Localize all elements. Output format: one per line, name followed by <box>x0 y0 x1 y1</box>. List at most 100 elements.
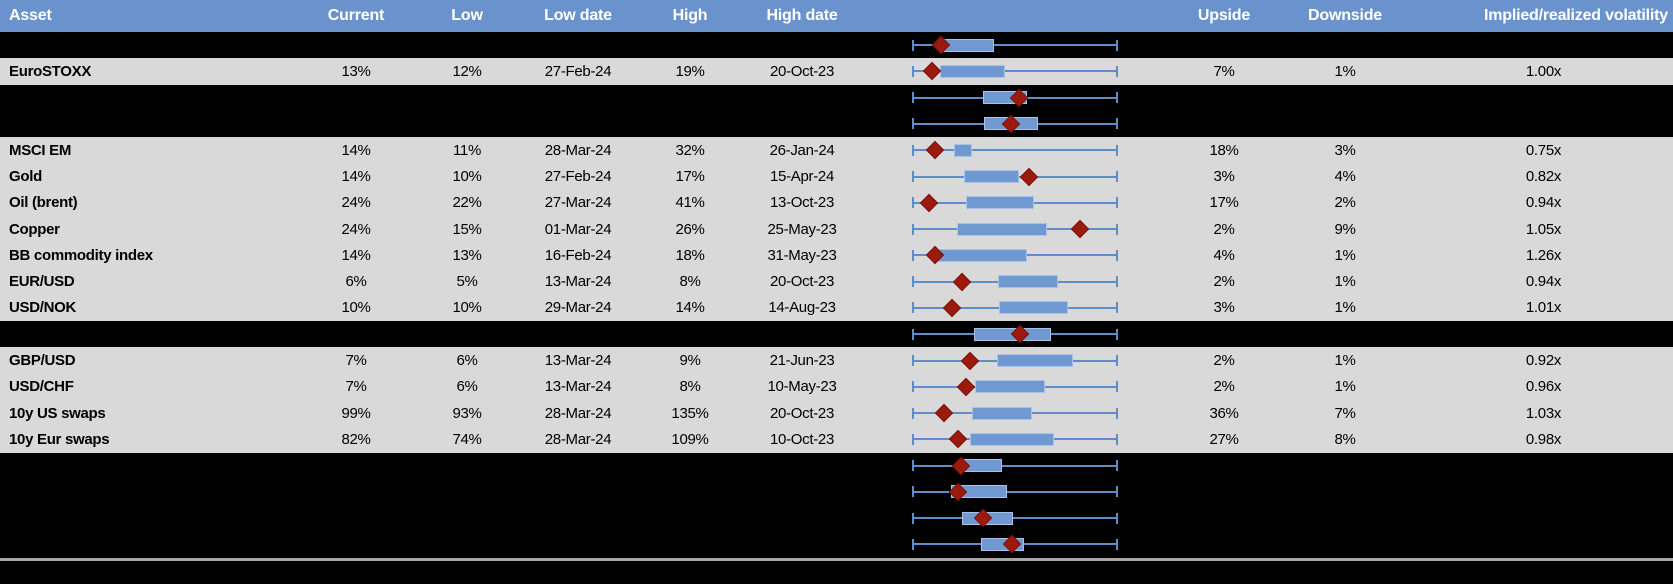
low-date-cell: 28-Mar-24 <box>544 141 612 159</box>
whisker-cap-left <box>912 486 914 498</box>
whisker-cap-left <box>912 223 914 235</box>
high-date-cell: 20-Oct-23 <box>770 62 834 80</box>
downside-cell: 1% <box>1334 246 1356 264</box>
whisker-cap-right <box>1116 249 1118 261</box>
divider-row <box>0 557 1673 584</box>
low-cell: 15% <box>452 220 482 238</box>
asset-name-cell: EUR/USD <box>9 273 75 291</box>
range-chart-cell <box>858 400 1172 426</box>
upside-cell: 27% <box>1209 430 1239 448</box>
asset-name-cell: 10y US swaps <box>9 404 106 422</box>
whisker-cap-right <box>1116 223 1118 235</box>
table-row: USD/CHF 7% 6% 13-Mar-24 8% 10-May-23 2% 1% 0.96x <box>0 373 1673 400</box>
column-header-low-date: Low date <box>544 7 612 24</box>
whisker-cap-left <box>912 512 914 524</box>
low-date-cell: 28-Mar-24 <box>544 430 612 448</box>
whisker-cap-left <box>912 407 914 419</box>
implied-realized-volatility-cell: 1.03x <box>1525 404 1562 422</box>
range-chart-cell <box>858 190 1172 216</box>
current-value-diamond-marker <box>960 351 980 370</box>
boxplot-track <box>912 374 1118 400</box>
asset-name-cell: USD/CHF <box>9 378 74 396</box>
downside-cell: 9% <box>1334 220 1356 238</box>
boxplot-track <box>912 190 1118 216</box>
current-cell: 82% <box>341 430 371 448</box>
whisker-cap-left <box>912 144 914 156</box>
downside-cell: 1% <box>1334 299 1356 317</box>
whisker-cap-left <box>912 249 914 261</box>
whisker-cap-right <box>1116 65 1118 77</box>
table-body: EuroSTOXX 13% 12% 27-Feb-24 19% 20-Oct-23 7% 1%… <box>0 32 1673 584</box>
whisker-cap-left <box>912 65 914 77</box>
current-value-diamond-marker <box>952 272 972 291</box>
table-row: Oil (brent) 24% 22% 27-Mar-24 41% 13-Oct-23 17… <box>0 189 1673 216</box>
whisker-cap-right <box>1116 276 1118 288</box>
low-date-cell: 27-Feb-24 <box>544 62 612 80</box>
whisker-cap-right <box>1116 171 1118 183</box>
implied-realized-volatility-cell: 0.98x <box>1525 430 1562 448</box>
implied-realized-volatility-cell: 0.96x <box>1525 378 1562 396</box>
table-row: Gold 14% 10% 27-Feb-24 17% 15-Apr-24 3% 4% 0.82x <box>0 163 1673 190</box>
upside-cell: 36% <box>1209 404 1239 422</box>
low-cell: 10% <box>452 168 482 186</box>
asset-name-cell: MSCI EM <box>9 141 72 159</box>
whisker-cap-right <box>1116 328 1118 340</box>
range-box <box>963 170 1020 184</box>
asset-name-cell: EuroSTOXX <box>9 62 92 80</box>
high-date-cell: 14-Aug-23 <box>768 299 836 317</box>
range-chart-cell <box>858 453 1172 479</box>
boxplot-track <box>912 479 1118 505</box>
range-box <box>954 143 973 157</box>
implied-realized-volatility-cell: 0.75x <box>1525 141 1562 159</box>
low-cell: 6% <box>456 352 478 370</box>
asset-name-cell: BB commodity index <box>9 246 153 264</box>
downside-cell: 7% <box>1334 404 1356 422</box>
high-cell: 41% <box>675 194 705 212</box>
downside-cell: 1% <box>1334 62 1356 80</box>
implied-realized-volatility-cell: 1.05x <box>1525 220 1562 238</box>
downside-cell: 1% <box>1334 352 1356 370</box>
filler-row <box>0 32 1673 59</box>
implied-realized-volatility-cell: 0.82x <box>1525 168 1562 186</box>
high-cell: 32% <box>675 141 705 159</box>
current-value-diamond-marker <box>919 193 939 213</box>
range-chart-cell <box>858 216 1172 242</box>
current-cell: 24% <box>341 194 371 212</box>
whisker-line <box>912 517 1118 520</box>
whisker-line <box>912 149 1118 152</box>
boxplot-track <box>912 531 1118 557</box>
table-row: 10y US swaps 99% 93% 28-Mar-24 135% 20-Oct-23… <box>0 399 1673 427</box>
current-cell: 99% <box>341 404 371 422</box>
range-chart-cell <box>858 479 1172 505</box>
range-chart-cell <box>858 374 1172 400</box>
range-box <box>939 64 1006 78</box>
low-cell: 22% <box>452 194 482 212</box>
range-chart-cell <box>858 295 1172 321</box>
implied-realized-volatility-cell: 1.00x <box>1525 62 1562 80</box>
range-chart-cell <box>858 163 1172 189</box>
whisker-cap-right <box>1116 460 1118 472</box>
table-row: EUR/USD 6% 5% 13-Mar-24 8% 20-Oct-23 2% 1% 0.94x <box>0 268 1673 295</box>
high-cell: 8% <box>679 378 701 396</box>
range-chart-cell <box>858 111 1172 137</box>
low-cell: 11% <box>452 141 481 159</box>
whisker-cap-right <box>1116 381 1118 393</box>
whisker-cap-right <box>1116 433 1118 445</box>
asset-name-cell: 10y Eur swaps <box>9 430 110 448</box>
whisker-cap-right <box>1116 197 1118 209</box>
high-cell: 17% <box>675 168 705 186</box>
table-header-row: Asset Current Low Low date High High dat… <box>0 0 1673 32</box>
high-cell: 26% <box>675 220 705 238</box>
high-cell: 8% <box>679 273 701 291</box>
column-header-current: Current <box>327 7 385 24</box>
whisker-cap-left <box>912 355 914 367</box>
whisker-cap-left <box>912 460 914 472</box>
upside-cell: 17% <box>1209 194 1239 212</box>
current-value-diamond-marker <box>934 403 953 423</box>
upside-cell: 18% <box>1209 141 1239 159</box>
filler-row <box>0 478 1673 506</box>
high-date-cell: 21-Jun-23 <box>769 352 835 370</box>
low-cell: 5% <box>456 273 478 291</box>
range-chart-cell <box>858 242 1172 268</box>
low-cell: 6% <box>456 378 478 396</box>
